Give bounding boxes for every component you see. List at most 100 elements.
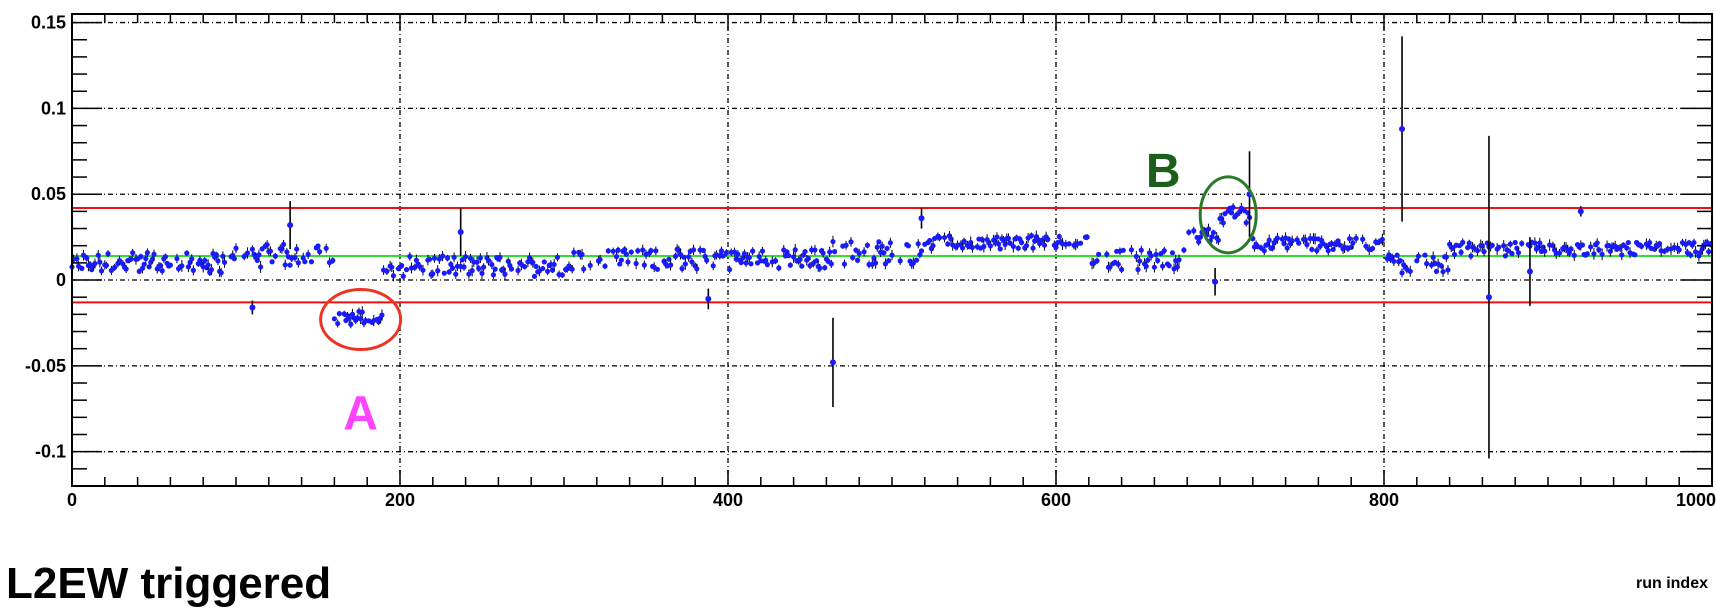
data-point: [610, 248, 616, 254]
data-point: [854, 257, 861, 263]
data-point: [1460, 239, 1466, 245]
data-point: [323, 245, 329, 251]
data-point: [735, 251, 741, 257]
data-point: [449, 265, 456, 271]
data-point: [981, 243, 987, 250]
data-point: [179, 263, 185, 269]
data-point: [1138, 247, 1144, 253]
data-point: [389, 264, 395, 270]
data-point: [1422, 252, 1428, 258]
data-point: [1335, 238, 1341, 244]
data-point: [457, 228, 464, 235]
data-point: [417, 263, 423, 270]
data-point: [1028, 233, 1034, 239]
data-point: [1056, 233, 1062, 240]
data-point: [850, 255, 856, 261]
data-point: [1030, 245, 1036, 251]
data-point: [805, 255, 811, 261]
data-point: [287, 222, 294, 229]
data-point: [139, 265, 146, 271]
data-point: [738, 259, 744, 266]
data-point: [994, 234, 1000, 240]
data-point: [613, 253, 620, 260]
data-point: [346, 315, 352, 321]
data-point: [997, 246, 1003, 252]
data-point: [174, 255, 180, 262]
data-point: [915, 241, 921, 247]
x-tick-label: 600: [1041, 490, 1071, 510]
data-point: [622, 246, 628, 253]
data-point: [551, 261, 557, 268]
data-point: [1632, 252, 1638, 258]
data-point: [763, 257, 769, 263]
data-point: [1509, 250, 1515, 257]
data-point: [241, 253, 247, 260]
data-point: [531, 273, 538, 279]
data-point: [1266, 237, 1272, 243]
data-point: [987, 243, 994, 249]
data-point: [1078, 240, 1084, 246]
data-point: [244, 250, 251, 256]
data-point: [905, 243, 912, 249]
data-point: [269, 259, 275, 265]
data-point: [1466, 240, 1472, 246]
data-point: [1053, 244, 1059, 250]
data-point: [1688, 252, 1694, 258]
data-point: [1594, 240, 1600, 246]
data-point: [1485, 294, 1492, 301]
data-point: [748, 261, 754, 267]
data-point: [602, 263, 608, 269]
data-point: [1363, 243, 1369, 249]
data-point: [746, 254, 752, 261]
data-point: [123, 266, 129, 272]
data-point: [267, 248, 274, 254]
data-point: [876, 239, 882, 245]
data-point: [305, 251, 311, 257]
data-point: [413, 257, 419, 263]
data-point: [280, 241, 287, 248]
data-point: [886, 258, 892, 264]
data-point: [861, 249, 867, 255]
data-point: [1399, 125, 1406, 132]
data-point: [502, 271, 508, 277]
data-point: [1474, 247, 1481, 254]
data-point: [1041, 242, 1048, 248]
data-point: [218, 270, 224, 276]
data-point: [897, 258, 903, 264]
data-point: [1228, 210, 1235, 216]
data-point: [215, 258, 221, 264]
data-point: [435, 268, 441, 274]
data-point: [379, 312, 385, 318]
data-point: [1512, 239, 1518, 246]
data-point: [1191, 228, 1197, 234]
data-point: [522, 264, 528, 270]
data-point: [1094, 258, 1100, 264]
data-point: [1577, 208, 1584, 215]
data-point: [485, 257, 492, 264]
x-tick-label: 0: [67, 490, 77, 510]
data-point: [882, 261, 889, 267]
data-point: [103, 262, 110, 268]
data-point: [623, 251, 629, 257]
data-point: [440, 253, 446, 259]
data-point: [996, 241, 1002, 247]
data-point: [400, 273, 406, 279]
data-point: [1337, 242, 1343, 248]
data-point: [490, 272, 497, 278]
data-point: [756, 253, 762, 260]
data-point: [1379, 236, 1385, 243]
data-point: [136, 268, 142, 274]
data-point: [969, 244, 975, 251]
data-point: [597, 256, 603, 263]
y-tick-label: -0.1: [35, 442, 66, 462]
data-point: [466, 271, 472, 277]
data-point: [249, 246, 255, 252]
data-point: [817, 265, 823, 271]
data-point: [444, 255, 451, 261]
data-point: [451, 254, 457, 260]
data-point: [541, 259, 547, 265]
data-point: [945, 241, 951, 247]
data-point: [426, 256, 433, 262]
data-point: [856, 250, 862, 256]
